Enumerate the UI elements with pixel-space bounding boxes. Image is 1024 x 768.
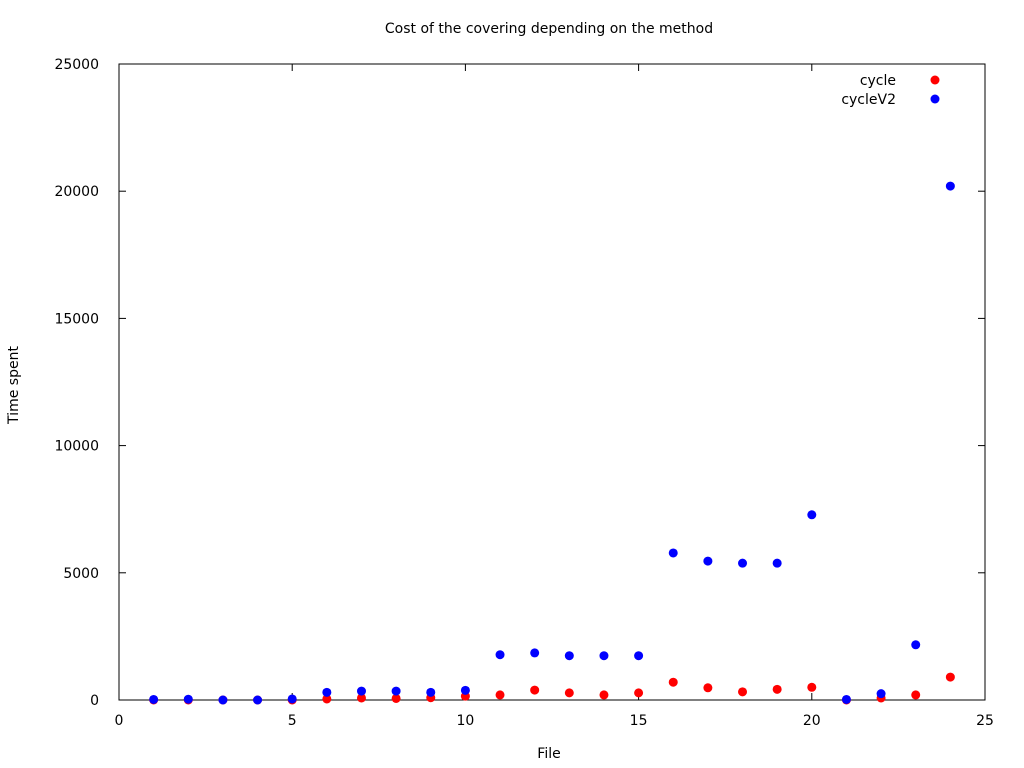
x-tick-label: 5 <box>288 713 297 729</box>
data-point-cycle <box>807 682 817 692</box>
data-point-cycle <box>634 688 644 698</box>
data-point-cycle <box>530 685 540 695</box>
y-tick-label: 20000 <box>54 184 99 200</box>
legend-marker-cycleV2 <box>930 94 940 104</box>
data-point-cycleV2 <box>287 694 297 704</box>
data-point-cycle <box>599 690 609 700</box>
legend-label-cycle: cycle <box>860 73 896 89</box>
y-tick-label: 25000 <box>54 57 99 73</box>
y-tick-label: 5000 <box>63 566 99 582</box>
data-point-cycleV2 <box>530 648 540 658</box>
data-point-cycleV2 <box>356 686 366 696</box>
y-axis-label: Time spent <box>6 346 22 425</box>
data-point-cycle <box>564 688 574 698</box>
y-tick-label: 10000 <box>54 439 99 455</box>
data-point-cycleV2 <box>841 694 851 704</box>
plot-frame <box>118 63 986 701</box>
y-tick-label: 15000 <box>54 311 99 327</box>
data-point-cycleV2 <box>634 651 644 661</box>
data-point-cycleV2 <box>391 686 401 696</box>
x-axis-label: File <box>537 746 560 762</box>
data-point-cycleV2 <box>495 650 505 660</box>
legend: cycle cycleV2 <box>841 73 940 108</box>
data-point-cycleV2 <box>876 689 886 699</box>
data-point-cycleV2 <box>911 640 921 650</box>
data-point-cycle <box>495 690 505 700</box>
data-point-cycleV2 <box>460 685 470 695</box>
data-point-cycleV2 <box>149 694 159 704</box>
data-point-cycleV2 <box>426 687 436 697</box>
chart-title: Cost of the covering depending on the me… <box>385 21 713 37</box>
data-point-cycleV2 <box>703 556 713 566</box>
data-point-cycleV2 <box>772 558 782 568</box>
data-point-cycle <box>945 672 955 682</box>
legend-marker-cycle <box>930 75 940 85</box>
data-point-cycle <box>668 677 678 687</box>
y-tick-label: 0 <box>90 693 99 709</box>
data-point-cycleV2 <box>599 651 609 661</box>
x-tick-label: 25 <box>976 713 994 729</box>
data-point-cycleV2 <box>253 695 263 705</box>
x-tick-label: 20 <box>803 713 821 729</box>
data-point-cycle <box>772 684 782 694</box>
data-point-cycle <box>391 693 401 703</box>
data-point-cycle <box>356 693 366 703</box>
x-axis-ticks: 0 5 10 15 20 25 <box>115 64 994 729</box>
x-tick-label: 10 <box>456 713 474 729</box>
data-point-cycle <box>703 683 713 693</box>
x-tick-label: 15 <box>630 713 648 729</box>
data-points <box>149 181 955 705</box>
data-point-cycleV2 <box>668 548 678 558</box>
data-point-cycle <box>738 687 748 697</box>
data-point-cycleV2 <box>322 687 332 697</box>
data-point-cycle <box>322 694 332 704</box>
data-point-cycleV2 <box>183 694 193 704</box>
y-axis-ticks: 0 5000 10000 15000 20000 25000 <box>54 57 985 709</box>
data-point-cycleV2 <box>738 558 748 568</box>
data-point-cycleV2 <box>218 695 228 705</box>
data-point-cycleV2 <box>807 510 817 520</box>
data-point-cycleV2 <box>945 181 955 191</box>
data-point-cycleV2 <box>564 651 574 661</box>
legend-label-cycleV2: cycleV2 <box>841 92 896 108</box>
x-tick-label: 0 <box>115 713 124 729</box>
data-point-cycle <box>911 690 921 700</box>
